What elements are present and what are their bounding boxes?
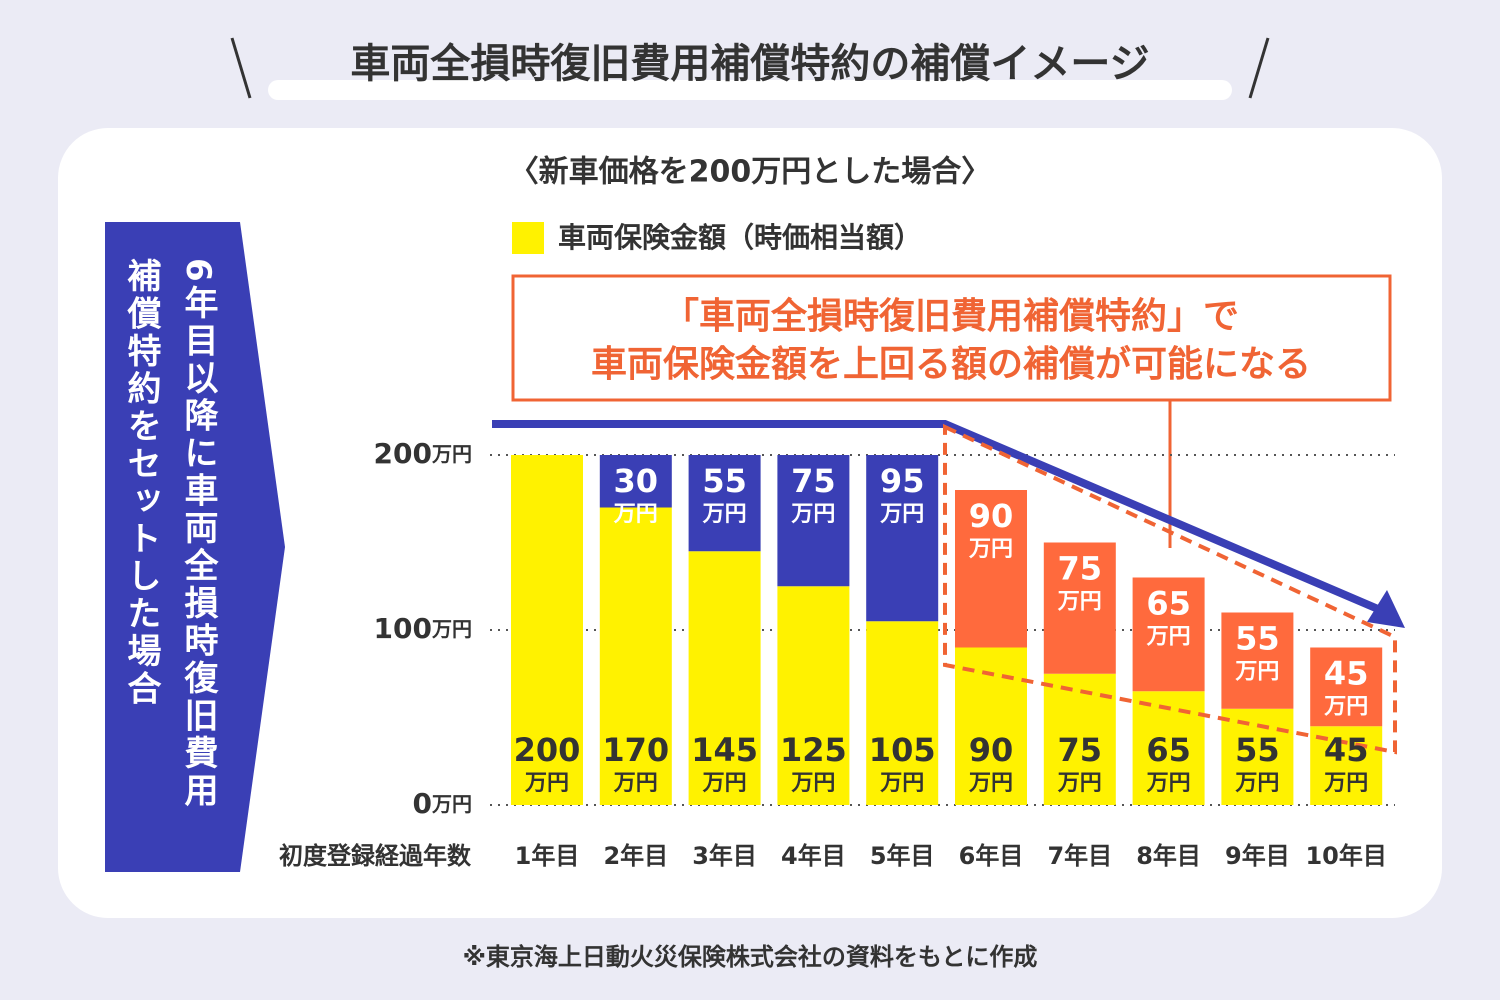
data-label: 30 万円: [613, 462, 658, 527]
bar-segment: [1310, 647, 1383, 727]
x-tick-label: 2年目: [603, 842, 668, 870]
data-label: 90 万円: [968, 497, 1013, 562]
bar-segment: [866, 455, 939, 622]
callout-text: 「車両全損時復旧費用補償特約」で: [663, 295, 1239, 337]
bar-segment: [955, 490, 1027, 648]
data-label: 145 万円: [691, 731, 758, 796]
trend-arrowhead: [1367, 590, 1405, 628]
data-label: 45 万円: [1323, 655, 1368, 720]
x-tick-label: 9年目: [1225, 842, 1290, 870]
bar-segment: [599, 455, 672, 508]
data-label: 105 万円: [869, 731, 936, 796]
data-label: 95 万円: [879, 462, 924, 527]
y-tick-label: 200万円: [374, 437, 472, 470]
x-tick-label: 1年目: [515, 842, 580, 870]
data-label: 55 万円: [1234, 620, 1279, 685]
title-deco: [230, 37, 252, 99]
x-tick-label: 10年目: [1305, 842, 1386, 870]
bar-segment: [1132, 577, 1205, 692]
title-deco: [1248, 37, 1270, 99]
side-note: 6年目以降に車両全損時復旧費用補償特約をセットした場合: [121, 258, 218, 811]
bar-segment: [688, 455, 761, 552]
data-label: 125 万円: [780, 731, 847, 796]
bar-segment: [1043, 542, 1116, 674]
legend-swatch: [512, 222, 544, 254]
trend-arrow: [492, 420, 1387, 616]
y-tick-label: 0万円: [413, 787, 472, 820]
bar-segment: [511, 455, 583, 805]
data-label: 55 万円: [1234, 731, 1279, 796]
data-label: 65 万円: [1146, 731, 1191, 796]
coverage-outline: [943, 423, 1397, 755]
x-tick-label: 6年目: [959, 842, 1024, 870]
y-tick-label: 100万円: [374, 612, 472, 645]
bar-segment: [688, 551, 761, 805]
subtitle: 〈新車価格を200万円とした場合〉: [509, 155, 992, 190]
x-axis-label: 初度登録経過年数: [279, 842, 472, 870]
x-tick-label: 4年目: [781, 842, 846, 870]
data-label: 90 万円: [968, 731, 1013, 796]
x-tick-label: 8年目: [1136, 842, 1201, 870]
side-banner: [105, 222, 285, 872]
callout-box: [511, 274, 1392, 402]
data-label: 170 万円: [602, 731, 669, 796]
bar-segment: [599, 507, 672, 805]
bar-segment: [866, 621, 939, 805]
data-label: 75 万円: [1057, 550, 1102, 615]
data-label: 75 万円: [790, 462, 835, 527]
legend-label: 車両保険金額（時価相当額）: [558, 221, 922, 254]
bar-segment: [1221, 612, 1294, 709]
data-label: 200 万円: [514, 731, 581, 796]
callout-text: 車両保険金額を上回る額の補償が可能になる: [591, 343, 1311, 385]
footnote: ※東京海上日動火災保険株式会社の資料をもとに作成: [463, 943, 1038, 971]
data-label: 55 万円: [702, 462, 747, 527]
data-label: 45 万円: [1323, 731, 1368, 796]
data-label: 75 万円: [1057, 731, 1102, 796]
title-underlay: [268, 80, 1232, 100]
x-tick-label: 7年目: [1047, 842, 1112, 870]
bar-segment: [777, 586, 850, 805]
chart-title: 車両全損時復旧費用補償特約の補償イメージ: [350, 41, 1149, 87]
x-tick-label: 3年目: [692, 842, 757, 870]
x-tick-label: 5年目: [870, 842, 935, 870]
bar-segment: [777, 455, 850, 587]
data-label: 65 万円: [1146, 585, 1191, 650]
